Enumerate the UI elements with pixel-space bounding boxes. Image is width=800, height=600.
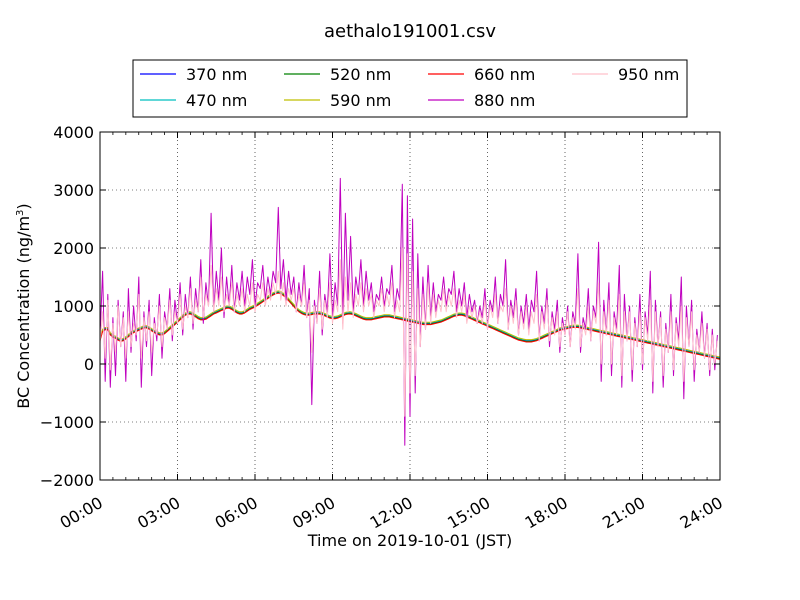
x-axis-label: Time on 2019-10-01 (JST) xyxy=(307,531,512,550)
x-tick-label: 21:00 xyxy=(599,493,648,533)
y-tick-labels: −2000 −1000 0 1000 2000 3000 4000 xyxy=(40,123,94,490)
y-tick-label: 4000 xyxy=(53,123,94,142)
y-axis-label-close: ) xyxy=(14,203,33,209)
legend-label: 370 nm xyxy=(186,65,247,84)
x-tick-label: 18:00 xyxy=(522,493,571,533)
legend: 370 nm 470 nm 520 nm 590 nm 660 nm 880 nm 950 … xyxy=(132,59,688,118)
y-tick-label: −2000 xyxy=(40,471,94,490)
x-tick-label: 03:00 xyxy=(134,493,183,533)
y-tick-label: −1000 xyxy=(40,413,94,432)
x-tick-label: 09:00 xyxy=(289,493,338,533)
legend-label: 590 nm xyxy=(330,91,391,110)
legend-label: 950 nm xyxy=(618,65,679,84)
legend-label: 520 nm xyxy=(330,65,391,84)
y-tick-label: 2000 xyxy=(53,239,94,258)
x-tick-label: 24:00 xyxy=(677,493,726,533)
legend-label: 880 nm xyxy=(474,91,535,110)
legend-label: 470 nm xyxy=(186,91,247,110)
y-axis-label: BC Concentration (ng/m3) xyxy=(14,203,33,408)
x-tick-label: 00:00 xyxy=(57,493,106,533)
x-tick-label: 06:00 xyxy=(212,493,261,533)
x-tick-label: 12:00 xyxy=(367,493,416,533)
legend-label: 660 nm xyxy=(474,65,535,84)
axis-ticks xyxy=(99,131,721,481)
y-tick-label: 1000 xyxy=(53,297,94,316)
y-axis-label-main: BC Concentration (ng/m xyxy=(14,216,33,409)
x-tick-labels: 00:00 03:00 06:00 09:00 12:00 15:00 18:00 21:00… xyxy=(57,493,726,533)
x-tick-label: 15:00 xyxy=(444,493,493,533)
legend-box xyxy=(132,59,688,118)
y-tick-label: 3000 xyxy=(53,181,94,200)
chart-title: aethalo191001.csv xyxy=(324,21,496,42)
series-lines xyxy=(99,177,721,446)
y-tick-label: 0 xyxy=(84,355,94,374)
grid xyxy=(100,132,720,480)
y-axis-label-superscript: 3 xyxy=(15,210,26,216)
series-line-950-nm xyxy=(99,247,718,417)
